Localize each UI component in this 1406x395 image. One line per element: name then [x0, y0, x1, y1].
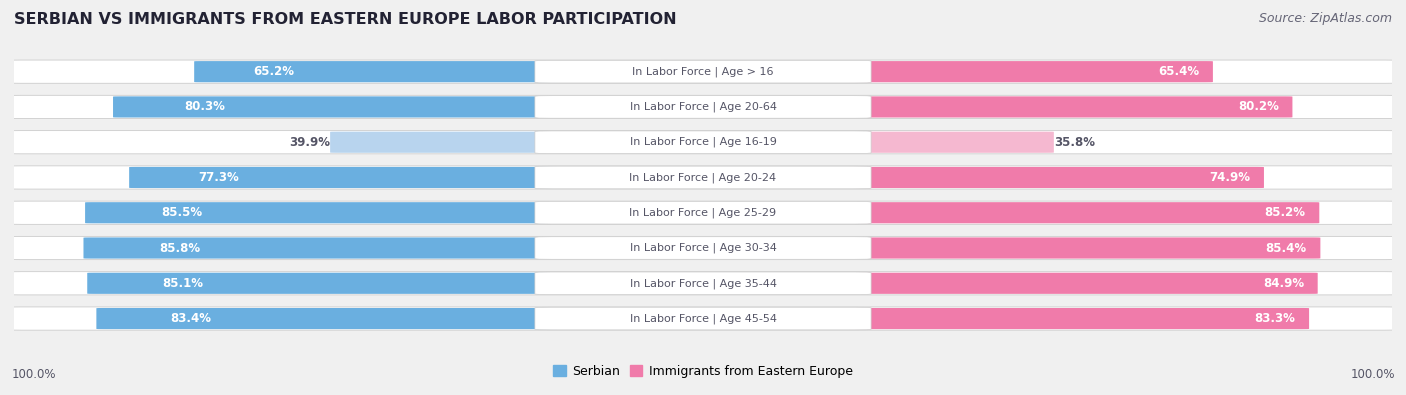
- FancyBboxPatch shape: [7, 272, 1399, 295]
- FancyBboxPatch shape: [534, 166, 872, 189]
- FancyBboxPatch shape: [848, 237, 1320, 259]
- FancyBboxPatch shape: [848, 96, 1292, 118]
- FancyBboxPatch shape: [534, 201, 872, 224]
- Text: In Labor Force | Age 16-19: In Labor Force | Age 16-19: [630, 137, 776, 147]
- Text: 85.8%: 85.8%: [159, 241, 201, 254]
- Text: In Labor Force | Age 20-64: In Labor Force | Age 20-64: [630, 102, 776, 112]
- FancyBboxPatch shape: [194, 61, 558, 82]
- FancyBboxPatch shape: [7, 201, 1399, 224]
- Text: Source: ZipAtlas.com: Source: ZipAtlas.com: [1258, 12, 1392, 25]
- FancyBboxPatch shape: [97, 308, 558, 329]
- Text: In Labor Force | Age 25-29: In Labor Force | Age 25-29: [630, 207, 776, 218]
- FancyBboxPatch shape: [7, 307, 1399, 330]
- FancyBboxPatch shape: [86, 202, 558, 223]
- FancyBboxPatch shape: [7, 236, 1399, 260]
- Text: 77.3%: 77.3%: [198, 171, 239, 184]
- Text: In Labor Force | Age 45-54: In Labor Force | Age 45-54: [630, 313, 776, 324]
- FancyBboxPatch shape: [848, 308, 1309, 329]
- Text: 80.3%: 80.3%: [184, 100, 225, 113]
- FancyBboxPatch shape: [87, 273, 558, 294]
- Text: 100.0%: 100.0%: [1350, 368, 1395, 381]
- Text: 85.2%: 85.2%: [1264, 206, 1306, 219]
- Text: 84.9%: 84.9%: [1263, 277, 1303, 290]
- FancyBboxPatch shape: [83, 237, 558, 259]
- Text: 83.3%: 83.3%: [1254, 312, 1295, 325]
- FancyBboxPatch shape: [330, 132, 558, 153]
- Text: SERBIAN VS IMMIGRANTS FROM EASTERN EUROPE LABOR PARTICIPATION: SERBIAN VS IMMIGRANTS FROM EASTERN EUROP…: [14, 12, 676, 27]
- FancyBboxPatch shape: [534, 131, 872, 154]
- Text: 85.4%: 85.4%: [1265, 241, 1306, 254]
- FancyBboxPatch shape: [7, 131, 1399, 154]
- FancyBboxPatch shape: [7, 60, 1399, 83]
- Text: 80.2%: 80.2%: [1237, 100, 1278, 113]
- Text: 35.8%: 35.8%: [1054, 136, 1095, 149]
- Text: In Labor Force | Age 35-44: In Labor Force | Age 35-44: [630, 278, 776, 288]
- Text: In Labor Force | Age > 16: In Labor Force | Age > 16: [633, 66, 773, 77]
- Text: 85.1%: 85.1%: [163, 277, 204, 290]
- Text: 85.5%: 85.5%: [160, 206, 202, 219]
- Text: 65.4%: 65.4%: [1159, 65, 1199, 78]
- FancyBboxPatch shape: [848, 273, 1317, 294]
- FancyBboxPatch shape: [534, 272, 872, 295]
- FancyBboxPatch shape: [534, 60, 872, 83]
- FancyBboxPatch shape: [129, 167, 558, 188]
- FancyBboxPatch shape: [112, 96, 558, 118]
- FancyBboxPatch shape: [7, 166, 1399, 189]
- FancyBboxPatch shape: [534, 307, 872, 330]
- Text: 65.2%: 65.2%: [253, 65, 295, 78]
- FancyBboxPatch shape: [848, 167, 1264, 188]
- Text: 74.9%: 74.9%: [1209, 171, 1250, 184]
- Text: 100.0%: 100.0%: [11, 368, 56, 381]
- Text: In Labor Force | Age 30-34: In Labor Force | Age 30-34: [630, 243, 776, 253]
- Legend: Serbian, Immigrants from Eastern Europe: Serbian, Immigrants from Eastern Europe: [548, 360, 858, 383]
- FancyBboxPatch shape: [534, 96, 872, 118]
- FancyBboxPatch shape: [534, 237, 872, 259]
- FancyBboxPatch shape: [848, 132, 1054, 153]
- FancyBboxPatch shape: [848, 202, 1319, 223]
- FancyBboxPatch shape: [7, 95, 1399, 118]
- Text: 83.4%: 83.4%: [170, 312, 211, 325]
- FancyBboxPatch shape: [848, 61, 1213, 82]
- Text: In Labor Force | Age 20-24: In Labor Force | Age 20-24: [630, 172, 776, 183]
- Text: 39.9%: 39.9%: [290, 136, 330, 149]
